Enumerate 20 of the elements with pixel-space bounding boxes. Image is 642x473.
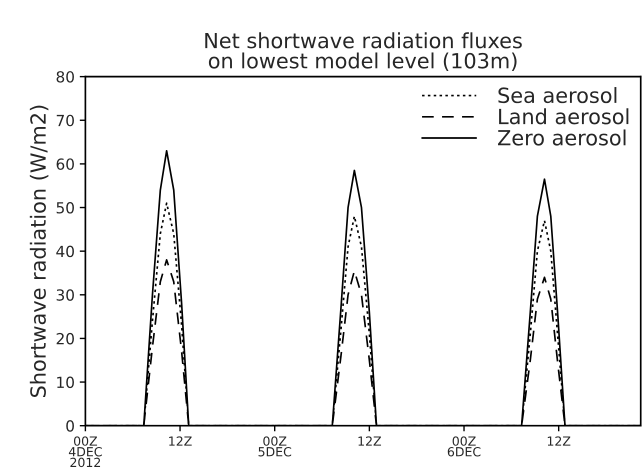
legend-label: Land aerosol	[499, 108, 628, 124]
y-tick-label: 80	[56, 71, 74, 83]
y-tick-label: 40	[56, 246, 74, 258]
y-tick-label: 60	[56, 158, 74, 170]
chart-title: Net shortwave radiation fluxes on lowest model level (103m)	[205, 32, 522, 72]
y-tick-label: 70	[56, 114, 74, 126]
y-tick-label: 0	[66, 420, 74, 432]
x-tick-label: 12Z	[548, 436, 570, 446]
y-tick-label: 30	[56, 289, 74, 301]
x-tick-label: 00Z 5DEC	[258, 436, 292, 456]
x-tick-label: 12Z	[358, 436, 382, 446]
x-tick-label: 12Z	[169, 436, 192, 446]
x-tick-label: 00Z 6DEC	[448, 436, 480, 456]
legend-label: Sea aerosol	[498, 87, 616, 104]
x-tick-label: 00Z 4DEC 2012	[68, 436, 102, 468]
legend-label: Zero aerosol	[498, 129, 626, 146]
y-axis-title: Shortwave radiation (W/m2)	[30, 106, 48, 398]
y-tick-label: 20	[56, 332, 74, 344]
y-tick-label: 10	[57, 376, 74, 388]
y-tick-label: 50	[56, 202, 74, 214]
